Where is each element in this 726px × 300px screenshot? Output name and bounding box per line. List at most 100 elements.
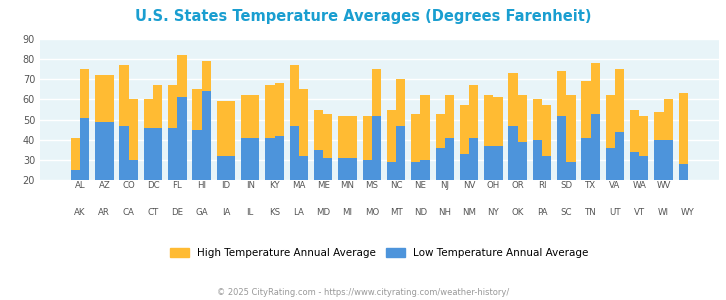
Bar bbox=[290, 65, 299, 220]
Text: PA: PA bbox=[537, 208, 547, 217]
Bar bbox=[216, 101, 226, 220]
Bar bbox=[518, 142, 527, 220]
Bar bbox=[664, 99, 673, 220]
Bar bbox=[484, 95, 494, 220]
Bar bbox=[640, 156, 648, 220]
Bar bbox=[202, 61, 211, 220]
Bar bbox=[582, 81, 591, 220]
Text: OK: OK bbox=[512, 208, 524, 217]
Bar bbox=[542, 106, 551, 220]
Text: © 2025 CityRating.com - https://www.cityrating.com/weather-history/: © 2025 CityRating.com - https://www.city… bbox=[217, 288, 509, 297]
Bar bbox=[348, 116, 356, 220]
Bar bbox=[80, 118, 89, 220]
Bar bbox=[591, 113, 600, 220]
Bar bbox=[494, 98, 502, 220]
Bar bbox=[168, 85, 177, 220]
Bar bbox=[71, 170, 80, 220]
Bar bbox=[314, 110, 323, 220]
Bar bbox=[192, 130, 202, 220]
Bar bbox=[202, 92, 211, 220]
Text: MI: MI bbox=[343, 208, 353, 217]
Bar bbox=[387, 162, 396, 220]
Bar bbox=[119, 65, 129, 220]
Text: IA: IA bbox=[221, 208, 230, 217]
Bar bbox=[615, 132, 624, 220]
Bar bbox=[105, 75, 113, 220]
Text: CT: CT bbox=[147, 208, 158, 217]
Bar bbox=[250, 95, 259, 220]
Bar bbox=[679, 164, 688, 220]
Bar bbox=[338, 116, 348, 220]
Text: AK: AK bbox=[74, 208, 86, 217]
Text: TN: TN bbox=[584, 208, 597, 217]
Bar bbox=[168, 128, 177, 220]
Bar bbox=[420, 95, 430, 220]
Bar bbox=[654, 140, 664, 220]
Bar bbox=[484, 146, 494, 220]
Bar bbox=[226, 101, 235, 220]
Bar bbox=[542, 156, 551, 220]
Text: NY: NY bbox=[487, 208, 499, 217]
Bar bbox=[533, 140, 542, 220]
Bar bbox=[469, 85, 478, 220]
Bar bbox=[420, 160, 430, 220]
Bar bbox=[290, 126, 299, 220]
Bar bbox=[372, 69, 381, 220]
Legend: High Temperature Annual Average, Low Temperature Annual Average: High Temperature Annual Average, Low Tem… bbox=[166, 244, 593, 262]
Text: SC: SC bbox=[560, 208, 572, 217]
Bar bbox=[508, 73, 518, 220]
Bar bbox=[679, 93, 688, 220]
Text: VT: VT bbox=[634, 208, 645, 217]
Bar bbox=[323, 158, 333, 220]
Bar bbox=[348, 158, 356, 220]
Bar bbox=[265, 85, 274, 220]
Bar bbox=[518, 95, 527, 220]
Text: IL: IL bbox=[247, 208, 254, 217]
Bar bbox=[95, 122, 105, 220]
Bar bbox=[95, 75, 105, 220]
Bar bbox=[396, 126, 405, 220]
Bar bbox=[105, 122, 113, 220]
Bar bbox=[265, 138, 274, 220]
Text: UT: UT bbox=[609, 208, 621, 217]
Bar bbox=[71, 138, 80, 220]
Bar bbox=[338, 158, 348, 220]
Bar bbox=[533, 99, 542, 220]
Text: CA: CA bbox=[123, 208, 134, 217]
Bar bbox=[630, 152, 640, 220]
Bar bbox=[640, 116, 648, 220]
Bar bbox=[192, 89, 202, 220]
Bar bbox=[411, 113, 420, 220]
Bar bbox=[362, 160, 372, 220]
Text: KS: KS bbox=[269, 208, 280, 217]
Text: NM: NM bbox=[462, 208, 476, 217]
Bar bbox=[436, 113, 445, 220]
Bar bbox=[387, 110, 396, 220]
Bar bbox=[605, 148, 615, 220]
Bar bbox=[411, 162, 420, 220]
Bar bbox=[80, 69, 89, 220]
Bar bbox=[274, 136, 284, 220]
Bar bbox=[557, 116, 566, 220]
Text: U.S. States Temperature Averages (Degrees Farenheit): U.S. States Temperature Averages (Degree… bbox=[135, 9, 591, 24]
Bar bbox=[153, 128, 162, 220]
Bar bbox=[299, 156, 308, 220]
Bar bbox=[241, 95, 250, 220]
Bar bbox=[226, 156, 235, 220]
Bar bbox=[323, 113, 333, 220]
Bar bbox=[445, 138, 454, 220]
Bar bbox=[241, 138, 250, 220]
Bar bbox=[177, 55, 187, 220]
Bar bbox=[129, 99, 138, 220]
Text: DE: DE bbox=[171, 208, 184, 217]
Bar bbox=[144, 99, 153, 220]
Text: ND: ND bbox=[414, 208, 427, 217]
Text: MO: MO bbox=[364, 208, 379, 217]
Bar bbox=[144, 128, 153, 220]
Text: GA: GA bbox=[195, 208, 208, 217]
Bar bbox=[372, 116, 381, 220]
Bar bbox=[615, 69, 624, 220]
Bar bbox=[591, 63, 600, 220]
Bar bbox=[605, 95, 615, 220]
Bar bbox=[654, 112, 664, 220]
